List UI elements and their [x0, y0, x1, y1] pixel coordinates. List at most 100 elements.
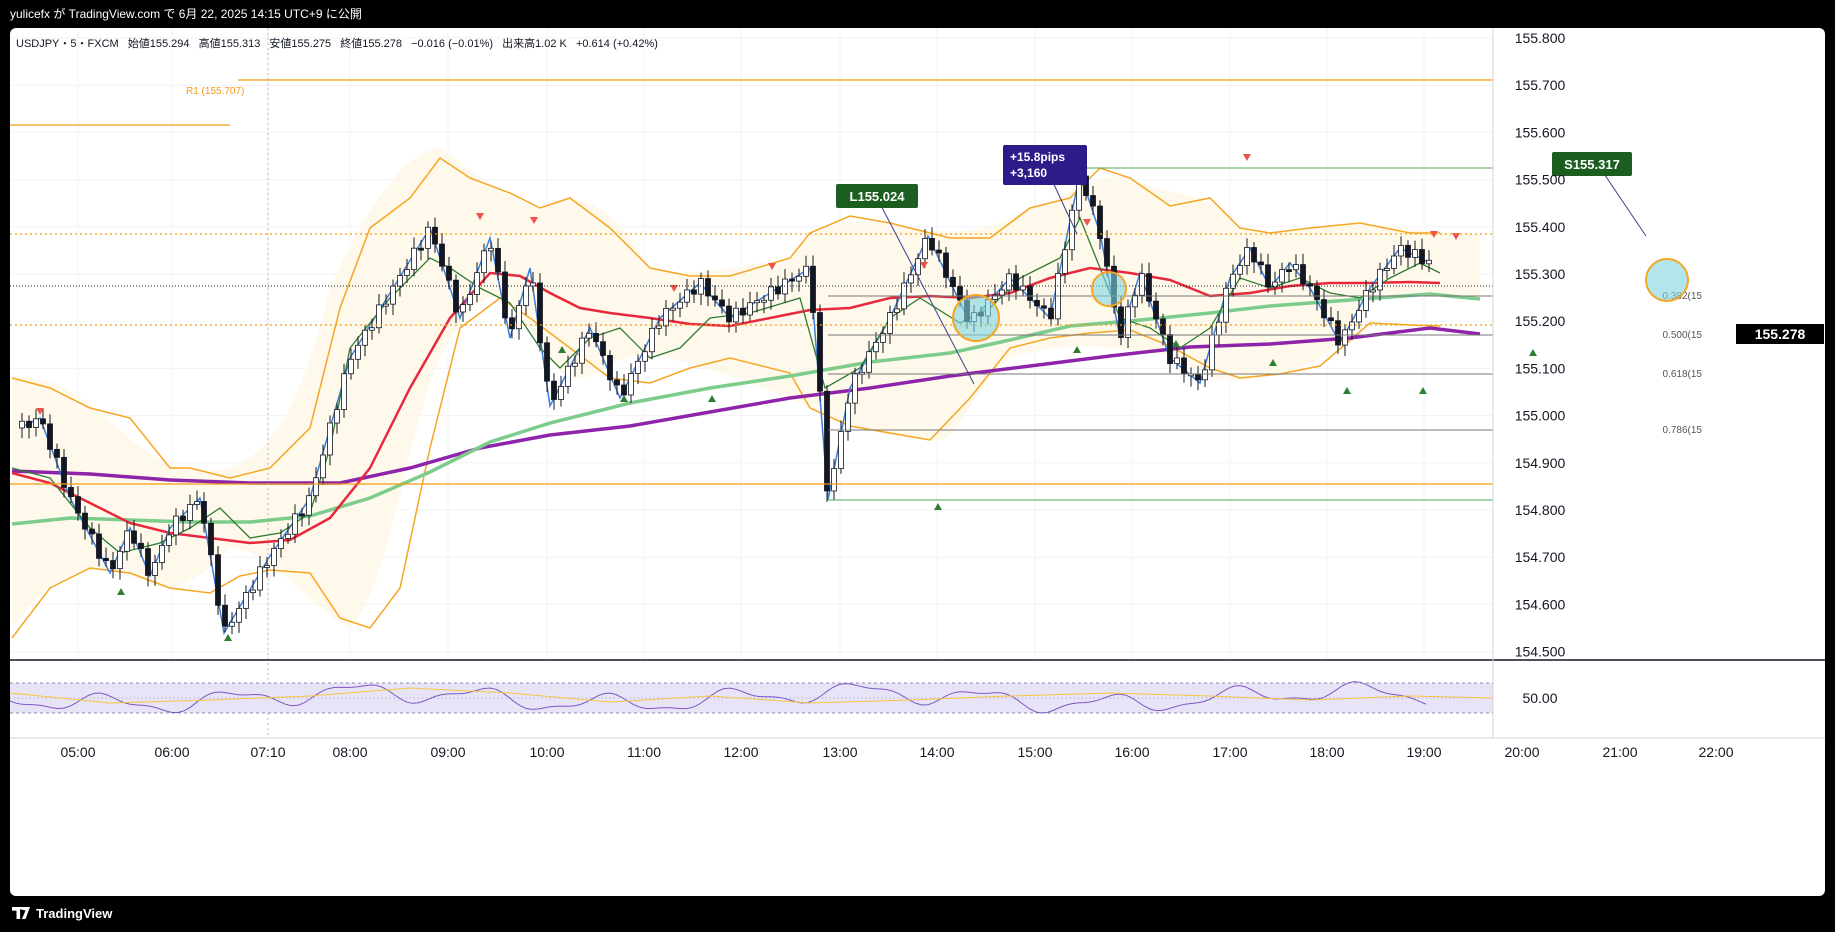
candle: [264, 565, 270, 568]
candle: [523, 285, 529, 306]
price-tick: 154.700: [1515, 549, 1566, 565]
candle: [33, 418, 39, 428]
long-label-text: L155.024: [850, 189, 906, 204]
swing-low-marker: [934, 503, 942, 510]
candle: [40, 418, 46, 425]
time-axis[interactable]: 05:00 06:00 07:10 08:00 09:00 10:00 11:00 12:00…: [60, 744, 1733, 760]
tradingview-logo[interactable]: TradingView: [12, 904, 112, 924]
candle: [838, 431, 844, 469]
long-pointer: [875, 195, 975, 385]
time-tick: 13:00: [822, 744, 857, 760]
candle: [712, 295, 718, 301]
candle: [1181, 357, 1187, 375]
candle: [362, 329, 368, 346]
candle: [1132, 294, 1138, 308]
candle: [705, 278, 711, 297]
candle: [292, 513, 298, 535]
candle: [1048, 307, 1054, 320]
candle: [1384, 268, 1390, 271]
candle: [1272, 281, 1278, 288]
candle: [299, 513, 305, 517]
candle: [586, 332, 592, 339]
time-tick: 09:00: [430, 744, 465, 760]
candle: [1377, 268, 1383, 291]
swing-high-marker: [768, 263, 776, 270]
time-tick: 19:00: [1406, 744, 1441, 760]
candle: [1160, 318, 1166, 335]
candle: [390, 285, 396, 305]
candle: [936, 249, 942, 254]
candle: [187, 504, 193, 521]
time-tick: 05:00: [60, 744, 95, 760]
candle: [621, 384, 627, 396]
candle: [509, 317, 515, 330]
candle: [446, 265, 452, 281]
candle: [677, 301, 683, 309]
candle: [215, 554, 221, 606]
swing-low-marker: [1419, 387, 1427, 394]
time-tick: 17:00: [1212, 744, 1247, 760]
candle: [271, 548, 277, 566]
candle: [1006, 273, 1012, 291]
candle: [376, 304, 382, 329]
candle: [558, 386, 564, 400]
symbol-name[interactable]: USDJPY・5・FXCM: [16, 38, 119, 50]
candle: [852, 372, 858, 404]
candle: [544, 342, 550, 382]
candle: [768, 286, 774, 301]
fib-label-500: 0.500(15: [1663, 330, 1703, 341]
price-tick: 155.800: [1515, 30, 1566, 46]
time-tick: 06:00: [154, 744, 189, 760]
candle: [642, 351, 648, 362]
current-price-badge: 155.278: [1736, 324, 1824, 344]
price-tick: 155.500: [1515, 172, 1566, 188]
candle: [1146, 273, 1152, 302]
long-label[interactable]: L155.024: [836, 184, 918, 208]
candle: [1349, 321, 1355, 331]
chart-canvas[interactable]: 0.382(15 0.500(15 0.618(15 0.786(15 L155…: [10, 28, 1825, 896]
candle: [866, 351, 872, 373]
swing-low-marker: [1269, 359, 1277, 366]
candle: [383, 303, 389, 307]
candle: [943, 252, 949, 278]
candle: [96, 533, 102, 559]
candle: [1265, 264, 1271, 288]
short-label[interactable]: S155.317: [1552, 152, 1632, 176]
candle: [68, 487, 74, 497]
candle: [726, 305, 732, 323]
candle: [208, 522, 214, 556]
candle: [173, 515, 179, 536]
candle: [159, 544, 165, 563]
swing-high-marker: [920, 262, 928, 269]
candle: [1293, 264, 1299, 271]
tradingview-icon: [12, 907, 30, 919]
candle: [803, 265, 809, 277]
candle: [474, 272, 480, 295]
price-tick: 154.500: [1515, 644, 1566, 660]
candle: [334, 409, 340, 424]
price-tick: 155.600: [1515, 124, 1566, 140]
change-value: −0.016 (−0.01%): [411, 38, 494, 50]
rsi-signal-line: [10, 687, 1494, 704]
swing-low-marker: [1073, 346, 1081, 353]
result-label-line1: +15.8pips: [1010, 150, 1065, 164]
candle: [873, 341, 879, 353]
result-label[interactable]: +15.8pips +3,160: [1003, 145, 1087, 185]
candle: [649, 327, 655, 353]
swing-low-marker: [1343, 387, 1351, 394]
candle: [306, 495, 312, 516]
candle: [1090, 195, 1096, 207]
candle: [1167, 334, 1173, 364]
candle: [845, 402, 851, 432]
swing-high-marker: [476, 213, 484, 220]
rsi-axis-label: 50.00: [1522, 690, 1557, 706]
swing-low-marker: [1529, 349, 1537, 356]
bollinger-upper: [11, 156, 1440, 479]
candle: [1314, 285, 1320, 300]
candle: [222, 604, 228, 627]
swing-low-marker: [117, 588, 125, 595]
candle: [1118, 306, 1124, 338]
price-axis[interactable]: 155.800 155.700 155.600 155.500 155.400 155.3…: [1515, 30, 1566, 660]
swing-high-marker: [1452, 233, 1460, 240]
swing-low-marker: [708, 395, 716, 402]
